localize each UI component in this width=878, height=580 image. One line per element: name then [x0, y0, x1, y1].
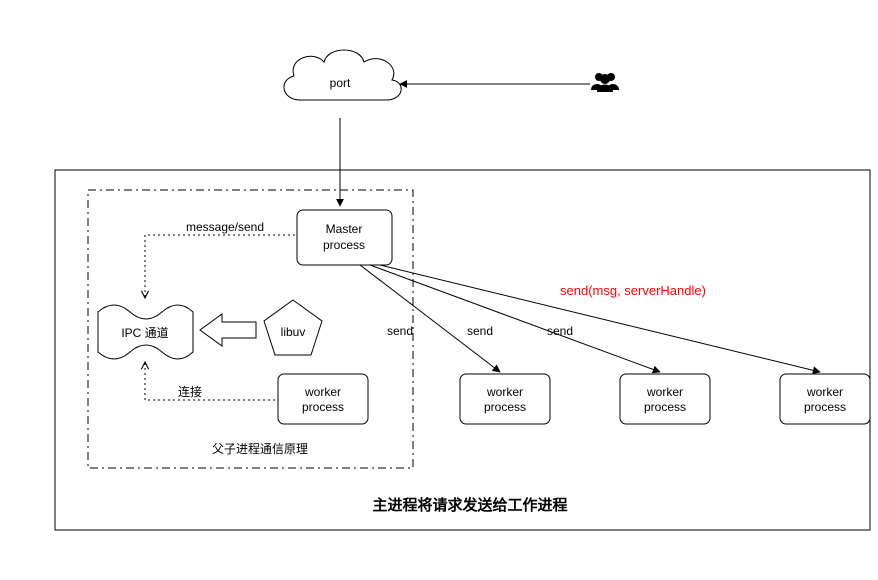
worker3-label-2: process: [804, 400, 846, 414]
send-label-2: send: [467, 324, 493, 338]
master-process-node: Master process: [297, 210, 392, 265]
worker-process-3: worker process: [780, 374, 870, 424]
worker-process-1: worker process: [460, 374, 550, 424]
send-handle-annotation: send(msg, serverHandle): [560, 283, 706, 298]
worker2-label-2: process: [644, 400, 686, 414]
worker-process-2: worker process: [620, 374, 710, 424]
worker2-label-1: worker: [646, 385, 683, 399]
worker0-label-2: process: [302, 400, 344, 414]
master-label-2: process: [323, 238, 365, 252]
worker1-label-2: process: [484, 400, 526, 414]
worker1-label-1: worker: [486, 385, 523, 399]
users-icon: [591, 73, 619, 92]
worker0-label-1: worker: [304, 385, 341, 399]
cloud-label: port: [330, 76, 351, 90]
connect-label: 连接: [178, 384, 202, 399]
ipc-principle-caption: 父子进程通信原理: [212, 441, 308, 456]
send-label-1: send: [387, 324, 413, 338]
send-label-3: send: [547, 324, 573, 338]
worker-process-0: worker process: [278, 374, 368, 424]
ipc-label: IPC 通道: [121, 326, 168, 340]
cloud-port: port: [284, 50, 401, 100]
libuv-label: libuv: [281, 325, 306, 339]
master-label-1: Master: [326, 222, 363, 236]
footer-caption: 主进程将请求发送给工作进程: [372, 496, 567, 514]
worker3-label-1: worker: [806, 385, 843, 399]
message-send-label: message/send: [186, 220, 264, 234]
